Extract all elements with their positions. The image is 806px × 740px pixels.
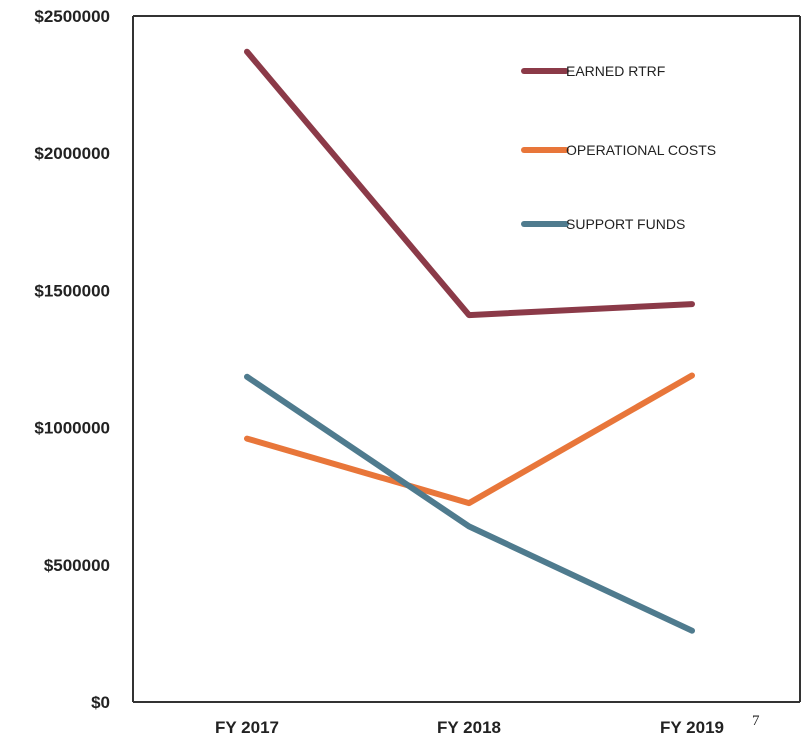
x-tick-label: FY 2019 bbox=[660, 718, 724, 737]
x-axis-tick-labels: FY 2017 FY 2018 FY 2019 bbox=[215, 718, 724, 737]
y-tick-label: $1000000 bbox=[34, 419, 110, 438]
y-tick-label: $1500000 bbox=[34, 281, 110, 300]
page-number: 7 bbox=[752, 713, 760, 729]
x-tick-label: FY 2017 bbox=[215, 718, 279, 737]
series-line-1 bbox=[244, 48, 695, 319]
legend-label: EARNED RTRF bbox=[566, 63, 665, 79]
x-tick-label: FY 2018 bbox=[437, 718, 501, 737]
series-lines bbox=[244, 48, 695, 634]
y-tick-label: $0 bbox=[91, 693, 110, 712]
legend-label: OPERATIONAL COSTS bbox=[566, 142, 716, 158]
legend-label: SUPPORT FUNDS bbox=[566, 216, 685, 232]
y-axis-tick-labels: $0 $500000 $1000000 $1500000 $2000000 $250000… bbox=[34, 7, 110, 712]
y-tick-label: $500000 bbox=[44, 556, 110, 575]
series-line-2 bbox=[244, 372, 695, 507]
axes bbox=[132, 15, 801, 703]
y-tick-label: $2000000 bbox=[34, 144, 110, 163]
legend: EARNED RTRF OPERATIONAL COSTS SUPPORT FUND… bbox=[521, 63, 716, 232]
y-tick-label: $2500000 bbox=[34, 7, 110, 26]
